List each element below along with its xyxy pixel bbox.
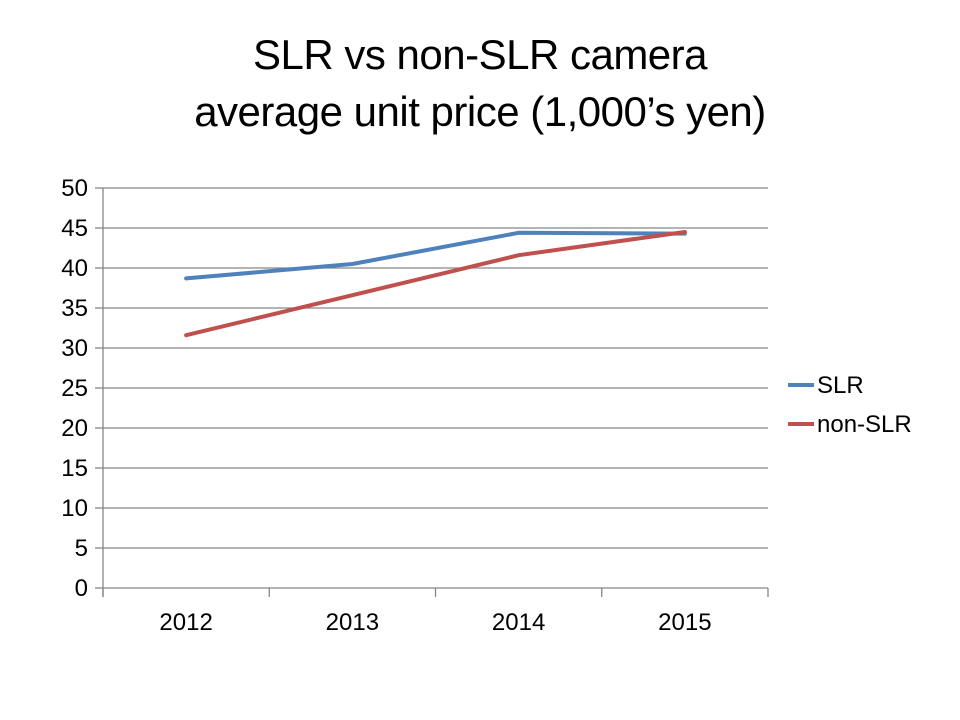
series-line-slr — [184, 230, 687, 281]
x-tick-label: 2013 — [326, 609, 379, 636]
chart-title-line-2: average unit price (1,000’s yen) — [194, 88, 766, 135]
y-tick-label: 30 — [61, 335, 88, 362]
y-tick-label: 10 — [61, 495, 88, 522]
y-tick-label: 20 — [61, 415, 88, 442]
y-tick-label: 45 — [61, 215, 88, 242]
x-tick-label: 2014 — [492, 609, 545, 636]
y-tick-label: 40 — [61, 255, 88, 282]
chart-title: SLR vs non-SLR camera average unit price… — [0, 26, 960, 140]
x-tick-label: 2015 — [658, 609, 711, 636]
y-tick-label: 5 — [75, 535, 88, 562]
legend-label-slr: SLR — [817, 372, 864, 399]
y-tick-label: 35 — [61, 295, 88, 322]
y-tick-label: 25 — [61, 375, 88, 402]
x-tick-label: 2012 — [159, 609, 212, 636]
y-tick-label: 15 — [61, 455, 88, 482]
chart-title-line-1: SLR vs non-SLR camera — [252, 31, 708, 78]
legend-label-non-slr: non-SLR — [817, 411, 912, 438]
series-line-non-slr — [184, 230, 687, 338]
y-tick-label: 0 — [75, 575, 88, 602]
y-tick-label: 50 — [61, 175, 88, 202]
